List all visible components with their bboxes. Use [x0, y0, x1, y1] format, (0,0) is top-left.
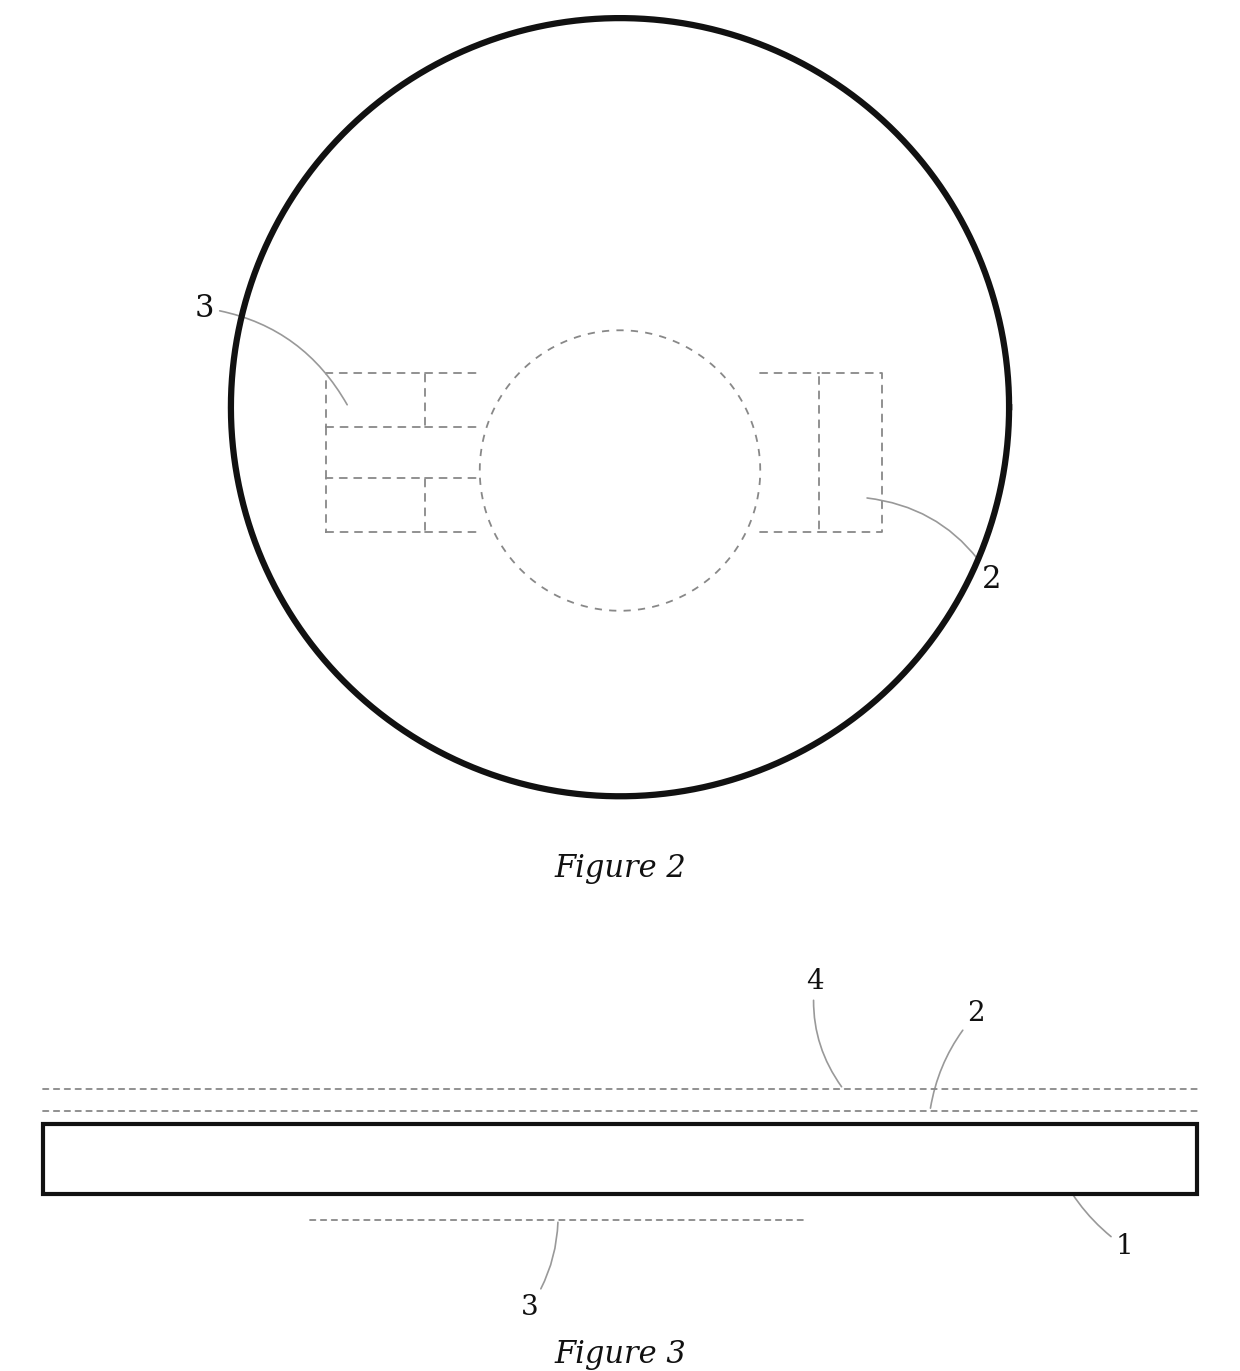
Text: 3: 3	[521, 1223, 558, 1322]
Text: 2: 2	[930, 1001, 985, 1108]
Text: 2: 2	[867, 498, 1002, 595]
Text: 4: 4	[806, 968, 842, 1087]
Bar	[43, 1124, 1197, 1194]
Text: Figure 3: Figure 3	[554, 1339, 686, 1370]
Text: 1: 1	[1055, 1161, 1133, 1260]
Text: 3: 3	[195, 292, 347, 404]
Text: Figure 2: Figure 2	[554, 853, 686, 884]
